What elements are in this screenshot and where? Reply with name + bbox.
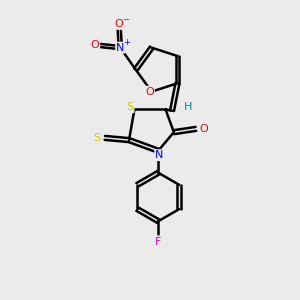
Text: −: − xyxy=(122,15,129,24)
Text: S: S xyxy=(127,102,134,112)
Text: H: H xyxy=(184,102,193,112)
Text: O: O xyxy=(115,19,124,29)
Text: N: N xyxy=(155,150,164,160)
Text: O: O xyxy=(145,87,154,97)
Text: S: S xyxy=(94,133,101,143)
Text: O: O xyxy=(199,124,208,134)
Text: F: F xyxy=(155,237,161,247)
Text: O: O xyxy=(91,40,99,50)
Text: +: + xyxy=(123,38,130,47)
Text: N: N xyxy=(116,43,124,52)
